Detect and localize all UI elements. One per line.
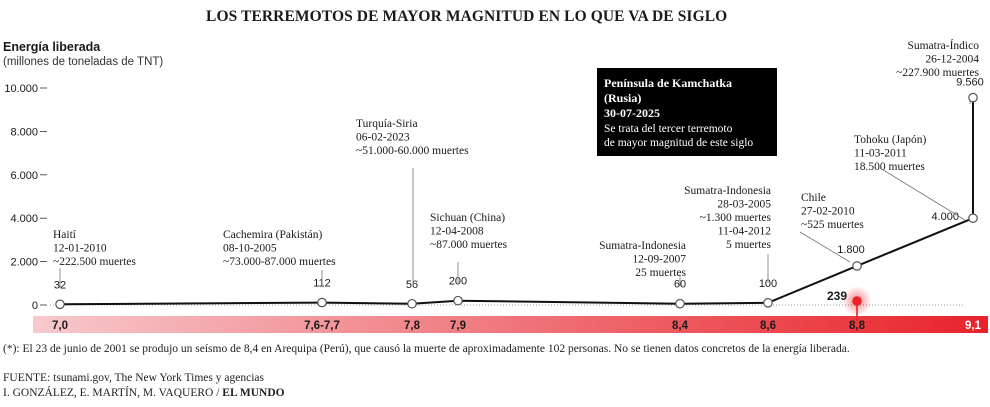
point-annotation: Sumatra-Indonesia [599, 240, 686, 252]
highlight-value-label: 239 [827, 289, 847, 303]
data-point [675, 298, 685, 309]
point-annotation: 18.500 muertes [854, 161, 925, 173]
callout-note: de mayor magnitud de este siglo [604, 137, 753, 149]
x-tick-label: 7,6-7,7 [304, 320, 340, 332]
chart-canvas: 0 2.000 4.000 6.000 8.000 10.000 7,0 7,6-7,7 7,8… [4, 38, 988, 333]
y-tick-label: 0 [32, 300, 38, 312]
data-point [968, 213, 978, 223]
y-axis-label: Energía liberada [3, 40, 101, 54]
point-annotation: ~227.900 muertes [896, 67, 979, 79]
point-annotation: 11-03-2011 [854, 148, 907, 160]
series-line [59, 97, 974, 306]
callout-title: Península de Kamchatka [604, 76, 732, 90]
source-note: FUENTE: tsunami.gov, The New York Times … [3, 372, 264, 384]
point-annotation: Turquía-Siria [356, 118, 418, 130]
chart-title: LOS TERREMOTOS DE MAYOR MAGNITUD EN LO Q… [206, 8, 728, 25]
x-tick-label: 7,8 [404, 320, 421, 332]
y-tick-label: 8.000 [10, 126, 38, 138]
point-value-label: 9.560 [956, 77, 984, 89]
magnitude-band [33, 316, 988, 333]
data-point [55, 299, 65, 310]
credits-authors: I. GONZÁLEZ, E. MARTÍN, M. VAQUERO / [3, 387, 220, 399]
data-point [407, 298, 417, 309]
point-annotation: 27-02-2010 [801, 206, 855, 218]
credits-outlet: EL MUNDO [222, 387, 285, 399]
point-annotation: 12-04-2008 [430, 226, 484, 238]
data-point [317, 297, 327, 308]
point-annotation: 5 muertes [726, 239, 772, 251]
y-tick-label: 10.000 [4, 83, 38, 95]
x-tick-label: 9,1 [965, 320, 982, 332]
y-tick-label: 2.000 [10, 257, 38, 269]
point-annotation: Tohoku (Japón) [854, 134, 927, 146]
point-annotation: ~525 muertes [801, 219, 864, 231]
y-tick-label: 4.000 [10, 213, 38, 225]
point-value-label: 4.000 [931, 211, 959, 223]
point-annotation: ~51.000-60.000 muertes [356, 145, 469, 157]
point-annotation: ~87.000 muertes [430, 239, 508, 251]
point-annotation: 26-12-2004 [925, 54, 979, 66]
callout-box [597, 68, 777, 156]
point-annotation: Sichuan (China) [430, 212, 505, 224]
point-annotation: Haití [53, 229, 77, 241]
point-annotation: ~73.000-87.000 muertes [223, 256, 336, 268]
x-tick-label: 7,9 [450, 320, 466, 332]
point-value-label: 100 [759, 278, 777, 290]
point-annotation: ~222.500 muertes [53, 256, 136, 268]
point-annotation: 11-04-2012 [718, 226, 771, 238]
x-tick-label: 7,0 [52, 320, 68, 332]
point-annotation: 12-01-2010 [53, 243, 107, 255]
callout-date: 30-07-2025 [604, 106, 660, 120]
point-annotation: Cachemira (Pakistán) [223, 229, 322, 241]
callout-note: Se trata del tercer terremoto [604, 123, 733, 135]
point-annotation: Sumatra-Indonesia [684, 185, 771, 197]
data-point [453, 295, 463, 306]
point-value-label: 56 [406, 279, 418, 291]
point-annotation: Chile [801, 192, 826, 204]
data-point [968, 92, 978, 103]
point-annotation: 25 muertes [635, 267, 686, 279]
y-tick-label: 6.000 [10, 170, 38, 182]
point-annotation: Sumatra-Índico [907, 38, 979, 52]
point-value-label: 1.800 [837, 244, 865, 256]
credits: I. GONZÁLEZ, E. MARTÍN, M. VAQUERO / EL … [3, 387, 285, 399]
point-annotation: ~1.300 muertes [700, 212, 772, 224]
data-point [763, 298, 773, 308]
leader-line [879, 167, 966, 221]
x-tick-label: 8,6 [760, 320, 776, 332]
point-annotation: 08-10-2005 [223, 243, 277, 255]
point-annotation: 06-02-2023 [356, 132, 410, 144]
point-annotation: 12-09-2007 [632, 254, 686, 266]
leader-line [799, 231, 851, 263]
footnote: (*): El 23 de junio de 2001 se produjo u… [3, 343, 850, 355]
x-tick-label: 8,4 [672, 320, 689, 332]
data-point [852, 261, 862, 271]
callout-subtitle: (Rusia) [604, 91, 641, 105]
y-axis-unit: (millones de toneladas de TNT) [3, 56, 164, 68]
highlight-point [852, 296, 862, 306]
x-tick-label: 8,8 [849, 320, 866, 332]
point-annotation: 28-03-2005 [717, 199, 771, 211]
